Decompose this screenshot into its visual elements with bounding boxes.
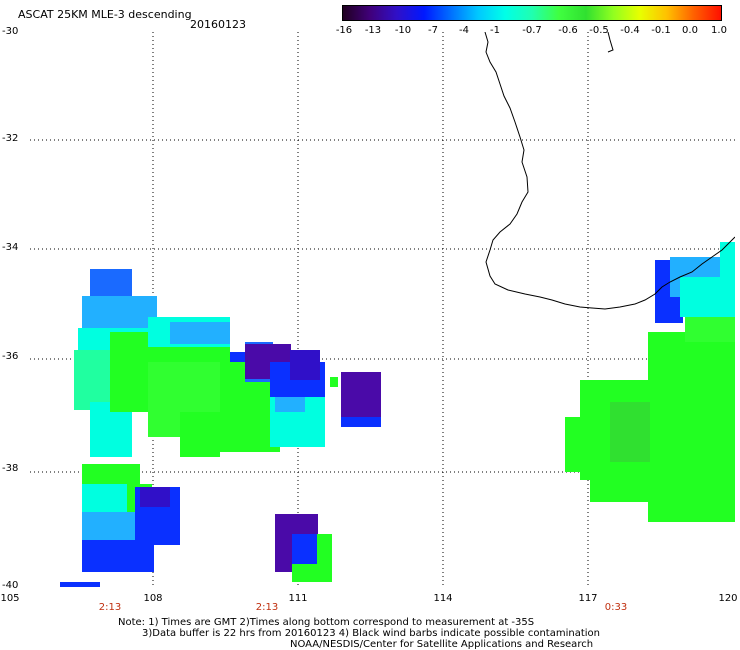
note-line-3: NOAA/NESDIS/Center for Satellite Applica…	[290, 639, 594, 650]
grid-lines	[30, 32, 735, 587]
legend-label: -0.5	[589, 25, 609, 36]
legend-label: -0.4	[620, 25, 640, 36]
x-axis-label: 111	[288, 593, 308, 604]
legend-label: -10	[394, 25, 412, 36]
legend-label: -0.6	[558, 25, 578, 36]
island-outline	[607, 32, 614, 53]
legend-label: -16	[335, 25, 353, 36]
legend-label: -1	[490, 25, 500, 36]
time-label: 0:33	[604, 602, 628, 613]
wind-swath-lower-left	[60, 464, 332, 587]
time-label: 2:13	[98, 602, 122, 613]
y-axis-label: -32	[2, 133, 19, 144]
y-axis-label: -36	[2, 351, 19, 362]
x-axis-label: 105	[0, 593, 20, 604]
legend-label: -0.1	[651, 25, 671, 36]
wind-swath-right	[565, 242, 735, 522]
time-label: 2:13	[255, 602, 279, 613]
color-scale-bar	[342, 5, 722, 21]
legend-label: -0.7	[522, 25, 542, 36]
wind-map-area	[30, 32, 735, 587]
legend-label: 1.0	[711, 25, 727, 36]
y-axis-label: -34	[2, 242, 19, 253]
x-axis-label: 120	[718, 593, 738, 604]
y-axis-label: -38	[2, 463, 19, 474]
coastline	[484, 32, 735, 310]
note-line-2: 3)Data buffer is 22 hrs from 20160123 4)…	[142, 628, 600, 639]
x-axis-label: 114	[433, 593, 453, 604]
legend-label: -4	[459, 25, 469, 36]
legend-label: 0.0	[682, 25, 698, 36]
x-axis-label: 108	[143, 593, 163, 604]
y-axis-label: -40	[2, 580, 19, 591]
map-date: 20160123	[190, 18, 246, 31]
x-axis-label: 117	[578, 593, 598, 604]
y-axis-label: -30	[2, 26, 19, 37]
legend-label: -7	[428, 25, 438, 36]
wind-swath-left	[74, 269, 381, 457]
legend-label: -13	[364, 25, 382, 36]
map-title: ASCAT 25KM MLE-3 descending	[18, 8, 192, 21]
note-line-1: Note: 1) Times are GMT 2)Times along bot…	[118, 617, 535, 628]
